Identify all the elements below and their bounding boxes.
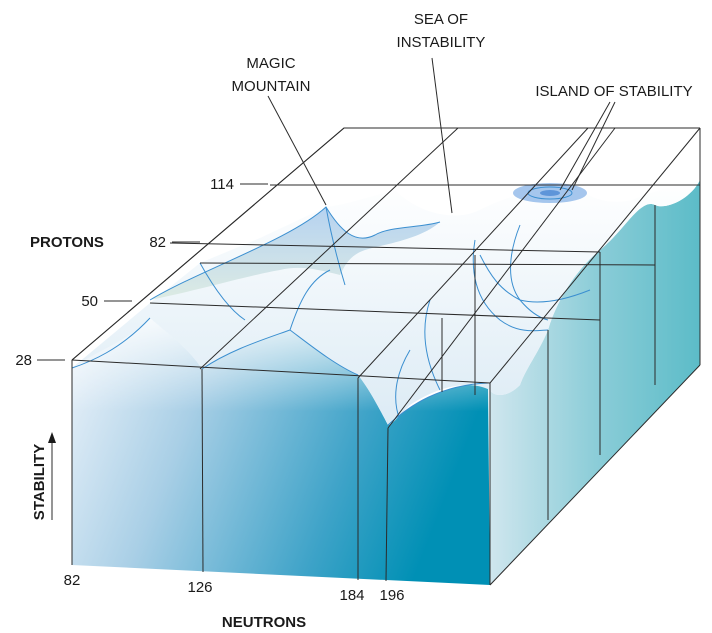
- surface-contour: [71, 317, 151, 369]
- sea-of-instability-label-line1: SEA OF: [414, 11, 468, 28]
- magic-mountain-ridge: [325, 206, 346, 286]
- surface-contour: [424, 299, 441, 391]
- proton-tick-114: 114: [210, 176, 234, 193]
- proton-tick-82: 82: [149, 234, 166, 251]
- vertical-edges: [71, 205, 701, 586]
- block-front-highlight: [72, 318, 490, 585]
- neutron-tick-82: 82: [64, 572, 81, 589]
- neutron-tick-184: 184: [339, 587, 364, 604]
- surface-contour: [289, 269, 331, 331]
- sea-of-instability-leader: [431, 57, 453, 214]
- island-core: [540, 190, 560, 196]
- surface-contour: [201, 329, 359, 376]
- grid-lines: [71, 127, 701, 429]
- stability-axis-label: STABILITY: [31, 444, 48, 520]
- magic-mountain-label-line2: MOUNTAIN: [232, 78, 311, 95]
- surface-contour: [199, 262, 246, 321]
- surface-contour: [479, 254, 591, 303]
- magic-mountain-outline: [149, 206, 441, 301]
- neutron-tick-126: 126: [187, 579, 212, 596]
- proton-tick-28: 28: [15, 352, 32, 369]
- landscape-surface: [72, 180, 700, 425]
- magic-mountain-leader: [267, 95, 327, 206]
- neutrons-axis-label: NEUTRONS: [222, 614, 306, 631]
- island-of-stability-label: ISLAND OF STABILITY: [535, 83, 692, 100]
- sea-of-instability-label-line2: INSTABILITY: [397, 34, 486, 51]
- block-right-face: [490, 180, 700, 585]
- protons-axis-label: PROTONS: [30, 234, 104, 251]
- stability-arrow: [48, 432, 56, 520]
- island-leader: [559, 101, 611, 191]
- magic-mountain-label-line1: MAGIC: [246, 55, 295, 72]
- magic-mountain-shape: [150, 207, 440, 300]
- neutron-tick-196: 196: [379, 587, 404, 604]
- proton-tick-50: 50: [81, 293, 98, 310]
- island-leader-2: [571, 101, 616, 191]
